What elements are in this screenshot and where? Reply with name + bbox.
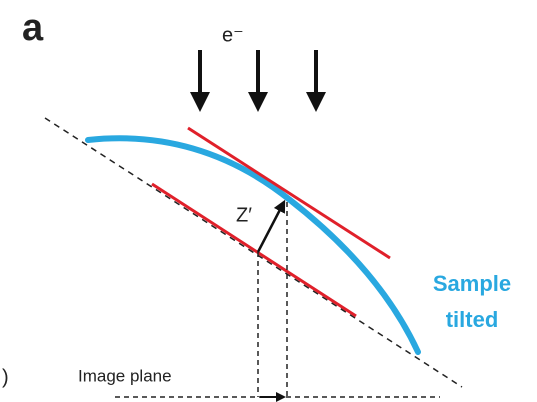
panel-label: a [22,7,44,49]
plane-label: Image plane [78,366,172,385]
sample-label: Sample [433,271,511,296]
electron-arrows [200,50,316,108]
diagram: a e⁻ Z′ Sample tilted Image plane ) [0,0,537,402]
height-label: Z′ [236,204,252,226]
height-arrow [258,202,284,252]
beam-label: e⁻ [222,24,244,46]
tangent-line [188,128,390,258]
edge-mark: ) [2,366,9,388]
sample-label: tilted [446,307,499,332]
base-line [152,184,356,316]
tilt-axis [45,118,462,387]
